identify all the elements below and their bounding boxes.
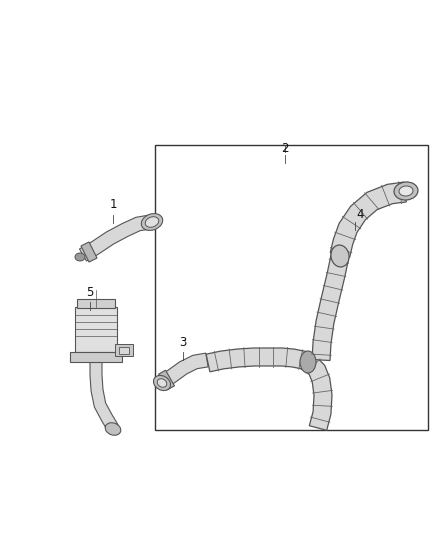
Ellipse shape: [300, 351, 316, 373]
Bar: [75, 307, 117, 352]
Polygon shape: [206, 348, 332, 430]
Ellipse shape: [331, 245, 349, 267]
Polygon shape: [159, 353, 208, 388]
Text: 2: 2: [281, 141, 289, 155]
Polygon shape: [330, 182, 406, 257]
Text: 5: 5: [86, 286, 94, 298]
Polygon shape: [312, 254, 349, 360]
Ellipse shape: [157, 379, 167, 387]
Bar: [70, 352, 122, 362]
Ellipse shape: [105, 423, 121, 435]
Text: 4: 4: [356, 208, 364, 222]
Polygon shape: [81, 242, 97, 262]
Bar: [155, 145, 428, 430]
Polygon shape: [159, 370, 174, 390]
Text: 1: 1: [109, 198, 117, 212]
Ellipse shape: [141, 214, 162, 230]
Polygon shape: [90, 362, 118, 431]
Polygon shape: [79, 215, 151, 261]
Ellipse shape: [394, 182, 418, 200]
Ellipse shape: [75, 253, 85, 261]
Bar: [115, 344, 133, 356]
Ellipse shape: [399, 186, 413, 196]
Ellipse shape: [153, 375, 170, 391]
Bar: [119, 347, 129, 354]
Text: 3: 3: [179, 335, 187, 349]
Ellipse shape: [145, 217, 159, 227]
Bar: [77, 299, 115, 308]
